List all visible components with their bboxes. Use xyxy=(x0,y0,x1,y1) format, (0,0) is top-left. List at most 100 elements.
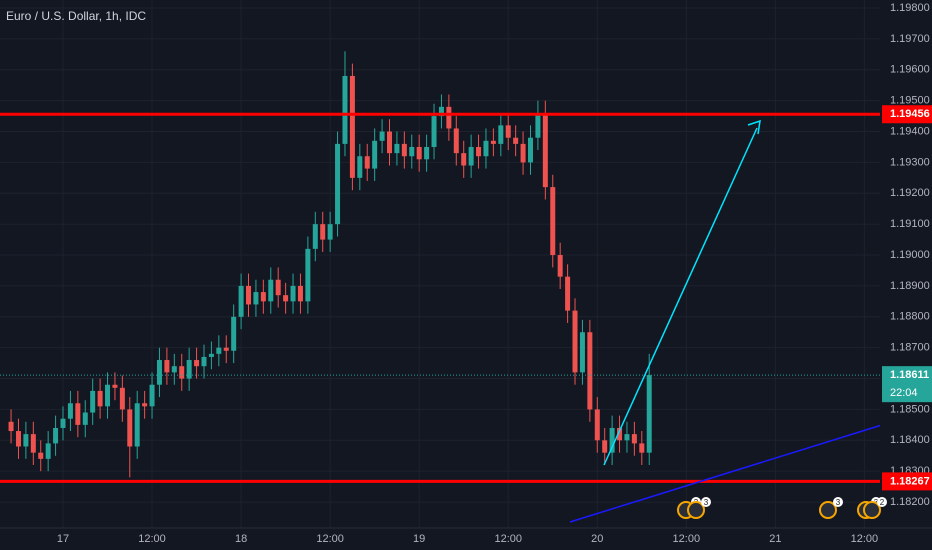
event-badge-count: 3 xyxy=(704,498,709,507)
candle-body xyxy=(587,332,593,410)
candle xyxy=(119,375,125,422)
candle xyxy=(283,282,289,314)
event-badge-count: 2 xyxy=(880,498,885,507)
candle-body xyxy=(90,390,96,413)
candle xyxy=(587,319,593,422)
candle-body xyxy=(223,347,229,351)
candle xyxy=(624,421,630,453)
candle xyxy=(416,134,422,172)
candle xyxy=(438,94,444,129)
candle-body xyxy=(424,146,430,160)
candle-body xyxy=(23,434,29,447)
candle xyxy=(527,125,533,175)
candle-body xyxy=(513,137,519,144)
candle-body xyxy=(97,390,103,407)
level-price-box xyxy=(882,105,932,124)
y-tick-label: 1.19700 xyxy=(890,33,930,45)
candle xyxy=(542,100,548,200)
candle xyxy=(357,143,363,191)
candle xyxy=(579,319,585,385)
candle-body xyxy=(127,409,133,447)
candle xyxy=(535,100,541,151)
drawn-arrow xyxy=(603,127,758,466)
level-price-box xyxy=(882,472,932,491)
candle xyxy=(179,353,185,391)
candle xyxy=(320,211,326,252)
candle-body xyxy=(312,224,318,249)
candle-body xyxy=(260,292,266,302)
y-tick-label: 1.19000 xyxy=(890,249,930,261)
candle-body xyxy=(327,224,333,240)
candle-body xyxy=(53,427,59,444)
candle xyxy=(53,415,59,456)
candle xyxy=(231,304,237,364)
event-badge xyxy=(877,497,887,507)
candle xyxy=(112,372,118,401)
candle xyxy=(446,94,452,141)
candle-body xyxy=(60,418,66,428)
candle xyxy=(520,131,526,175)
candle xyxy=(513,125,519,157)
candle-body xyxy=(142,403,148,407)
y-tick-label: 1.19300 xyxy=(890,156,930,168)
last-price-box xyxy=(882,366,932,403)
candle xyxy=(639,431,645,466)
candle xyxy=(15,418,21,459)
x-tick-label: 19 xyxy=(413,533,425,545)
candle xyxy=(23,421,29,459)
price-axis xyxy=(880,0,932,550)
candle-body xyxy=(320,224,326,240)
candle-body xyxy=(38,452,44,459)
candle xyxy=(461,140,467,178)
candle xyxy=(379,119,385,154)
x-tick-label: 20 xyxy=(591,533,603,545)
candle-body xyxy=(483,140,489,157)
candle xyxy=(409,134,415,169)
candle xyxy=(609,415,615,466)
level-price-label: 1.18267 xyxy=(890,475,930,487)
candle xyxy=(164,347,170,385)
candle-body xyxy=(297,285,303,302)
candle xyxy=(275,267,281,308)
candle-body xyxy=(416,146,422,160)
candle-body xyxy=(246,285,252,305)
candle-body xyxy=(431,116,437,147)
candle xyxy=(305,236,311,314)
candle xyxy=(186,347,192,391)
y-tick-label: 1.18900 xyxy=(890,280,930,292)
x-tick-label: 21 xyxy=(769,533,781,545)
candle-body xyxy=(156,360,162,385)
candle-body xyxy=(8,421,14,432)
candle-body xyxy=(216,347,222,354)
candle-body xyxy=(394,143,400,154)
y-tick-label: 1.19100 xyxy=(890,218,930,230)
chart-title: Euro / U.S. Dollar, 1h, IDC xyxy=(6,9,146,23)
candle xyxy=(505,113,511,151)
x-tick-label: 12:00 xyxy=(316,533,344,545)
candle-body xyxy=(186,360,192,379)
candle-body xyxy=(275,279,281,296)
candle-body xyxy=(194,360,200,367)
candle-body xyxy=(283,295,289,302)
event-icon xyxy=(819,501,837,519)
candle-body xyxy=(520,143,526,163)
candle-body xyxy=(617,427,623,441)
y-tick-label: 1.19400 xyxy=(890,125,930,137)
event-icon xyxy=(863,501,881,519)
plot-area xyxy=(0,51,880,483)
trend-line xyxy=(569,423,886,523)
x-tick-label: 12:00 xyxy=(673,533,701,545)
candle xyxy=(67,390,73,432)
event-badge-count: 3 xyxy=(836,498,841,507)
y-tick-label: 1.18800 xyxy=(890,311,930,323)
candle-body xyxy=(268,279,274,302)
candle xyxy=(297,273,303,314)
candle xyxy=(90,378,96,425)
candle-body xyxy=(387,131,393,154)
candle xyxy=(38,440,44,472)
candle-body xyxy=(164,360,170,373)
event-icon xyxy=(687,501,705,519)
x-tick-label: 18 xyxy=(235,533,247,545)
